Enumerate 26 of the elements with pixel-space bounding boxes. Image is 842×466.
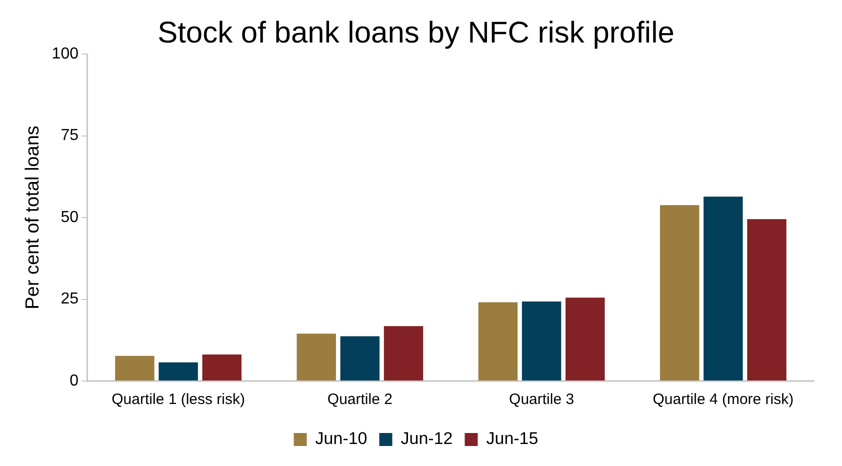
y-tick-label: 25	[60, 290, 79, 308]
bar	[660, 205, 700, 380]
chart-title: Stock of bank loans by NFC risk profile	[158, 16, 674, 50]
x-tick-label: Quartile 4 (more risk)	[652, 391, 794, 408]
bar	[115, 356, 154, 380]
y-tick-label: 100	[52, 45, 79, 62]
legend-label: Jun-10	[315, 429, 368, 448]
legend-label: Jun-15	[486, 429, 538, 448]
bar	[202, 354, 242, 380]
bar	[522, 302, 562, 380]
x-tick-label: Quartile 3	[509, 391, 574, 408]
bar	[340, 336, 380, 380]
x-tick-label: Quartile 2	[327, 391, 392, 408]
legend-label: Jun-12	[400, 429, 453, 448]
bar	[747, 219, 786, 380]
y-tick-label: 75	[60, 127, 79, 144]
y-axis-title: Per cent of total loans	[22, 126, 44, 310]
bar	[158, 362, 198, 380]
bar	[566, 298, 605, 380]
bar	[704, 196, 743, 380]
bar	[478, 302, 518, 380]
y-tick-label: 0	[70, 372, 79, 390]
y-tick-label: 50	[60, 208, 79, 226]
bar	[384, 326, 424, 380]
bar	[296, 334, 336, 380]
x-tick-label: Quartile 1 (less risk)	[112, 391, 245, 408]
